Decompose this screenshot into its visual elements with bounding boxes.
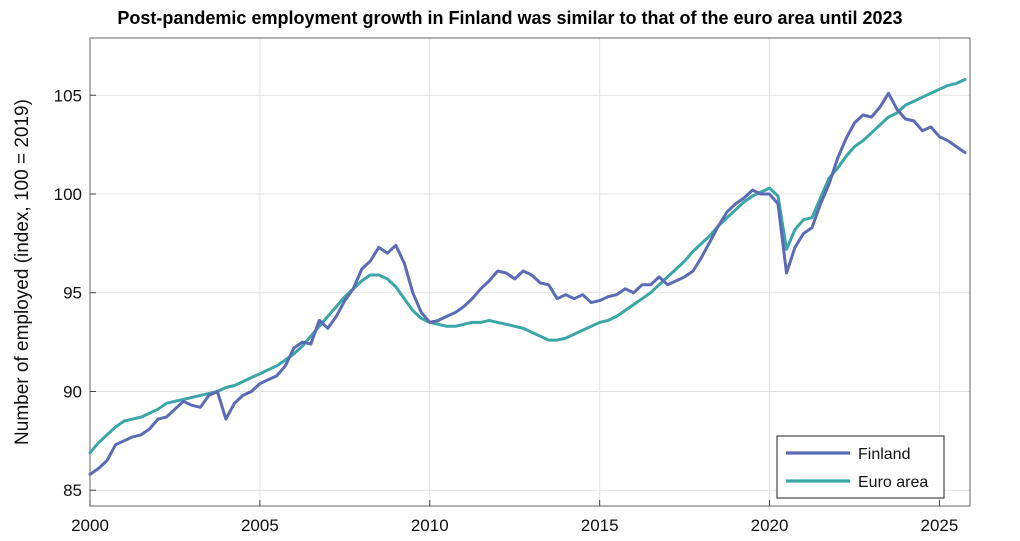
legend-box xyxy=(776,435,945,499)
y-tick-label: 95 xyxy=(63,284,82,303)
tick-layer: 2000 2005 2010 2015 2020 2025 85 90 95 100 105 xyxy=(54,86,959,535)
y-tick-label: 85 xyxy=(63,481,82,500)
x-tick-label: 2010 xyxy=(411,516,449,535)
y-tick-label: 105 xyxy=(54,86,82,105)
legend-label-euro-area: Euro area xyxy=(858,474,928,491)
y-tick-label: 90 xyxy=(63,382,82,401)
legend: Finland Euro area xyxy=(776,435,945,499)
x-tick-label: 2020 xyxy=(751,516,789,535)
chart-title: Post-pandemic employment growth in Finla… xyxy=(117,8,903,28)
y-tick-label: 100 xyxy=(54,185,82,204)
x-tick-label: 2025 xyxy=(921,516,959,535)
series-line-euro-area xyxy=(88,78,967,455)
plot-frame xyxy=(89,37,971,507)
x-tick-label: 2000 xyxy=(71,516,109,535)
series-layer xyxy=(88,78,967,476)
x-tick-label: 2015 xyxy=(581,516,619,535)
y-axis-label: Number of employed (index, 100 = 2019) xyxy=(12,99,33,445)
legend-label-finland: Finland xyxy=(858,446,910,463)
series-line-finland xyxy=(88,91,967,476)
x-tick-label: 2005 xyxy=(241,516,279,535)
